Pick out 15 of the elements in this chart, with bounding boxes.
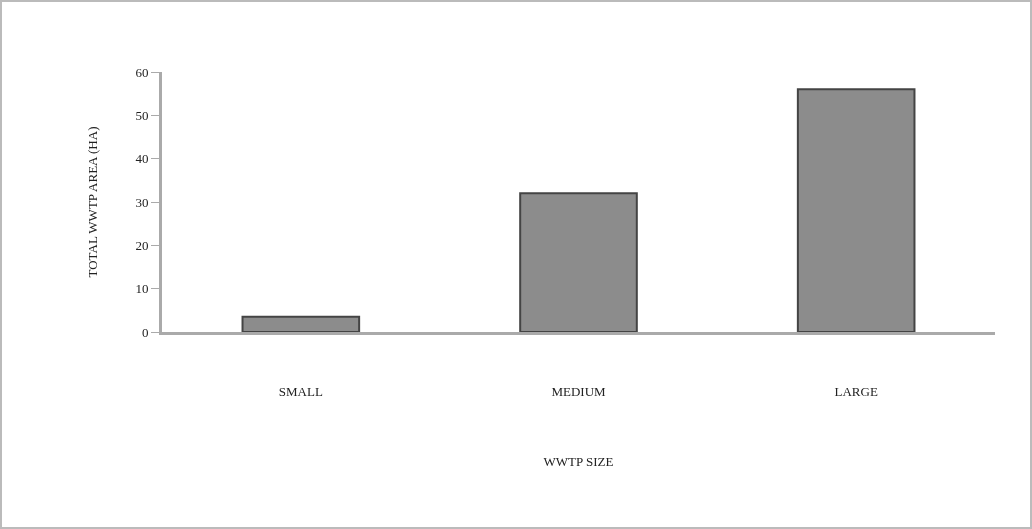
bar <box>519 192 638 332</box>
bar <box>241 315 361 332</box>
x-tick-label: LARGE <box>834 383 878 399</box>
y-tick-label: 30 <box>135 194 149 210</box>
y-tick-label: 40 <box>135 151 149 167</box>
y-tick-label: 50 <box>135 107 149 123</box>
bar <box>796 88 916 332</box>
y-tick-label: 20 <box>135 237 149 253</box>
x-axis-title: WWTP SIZE <box>543 454 614 470</box>
y-tick-label: 0 <box>141 324 149 340</box>
y-tick-label: 60 <box>135 64 149 80</box>
y-axis-title: TOTAL WWTP AREA (HA) <box>85 126 101 278</box>
x-tick-label: MEDIUM <box>551 383 607 399</box>
x-tick-label: SMALL <box>278 383 323 399</box>
y-tick-label: 10 <box>135 281 149 297</box>
